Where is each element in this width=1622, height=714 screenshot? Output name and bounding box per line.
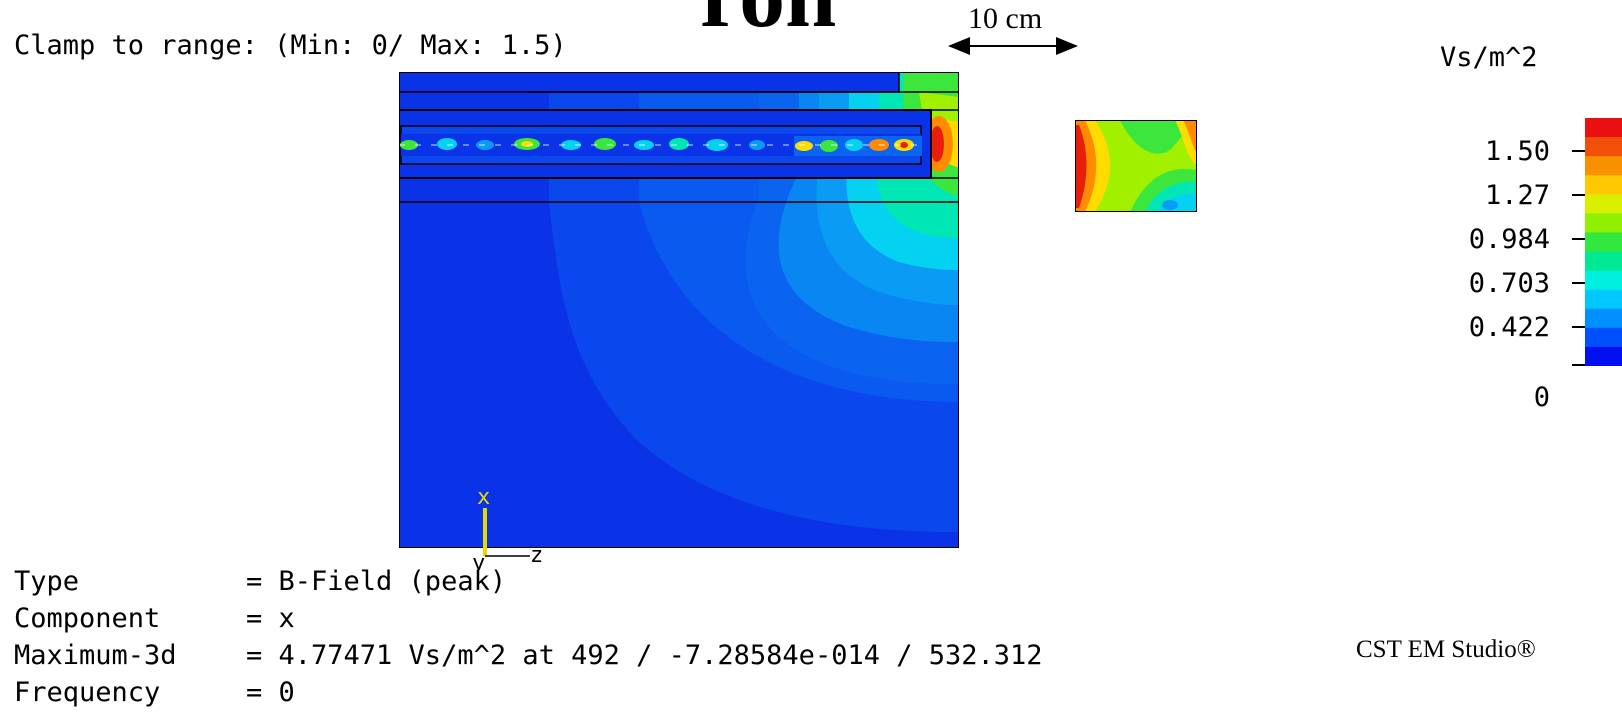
info-row-maximum: Maximum-3d = 4.77471 Vs/m^2 at 492 / -7.2… <box>14 640 1043 677</box>
colorbar-band <box>1585 137 1622 157</box>
info-row-frequency: Frequency = 0 <box>14 677 1043 714</box>
colorbar-band <box>1585 118 1622 138</box>
page-title-fragment: ron <box>700 0 836 48</box>
axis-triad: x y z <box>472 490 543 570</box>
type-value: = B-Field (peak) <box>246 566 507 597</box>
colorbar-unit-label: Vs/m^2 <box>1440 42 1538 73</box>
colorbar-gradient <box>1585 118 1622 367</box>
colorbar-band <box>1585 270 1622 291</box>
field-plot-inset <box>1075 120 1197 212</box>
colorbar-band <box>1585 308 1622 329</box>
frequency-value: = 0 <box>246 677 295 708</box>
field-plot-main <box>399 72 959 548</box>
clamp-range-text: Clamp to range: (Min: 0/ Max: 1.5) <box>14 30 567 61</box>
colorbar-band <box>1585 289 1622 310</box>
colorbar-band <box>1585 213 1622 233</box>
colorbar-band <box>1585 175 1622 195</box>
component-label: Component <box>14 603 161 634</box>
type-label: Type <box>14 566 80 597</box>
brand-label: CST EM Studio® <box>1356 636 1536 663</box>
info-block: Type = B-Field (peak) Component = x Maximu… <box>14 566 1043 714</box>
colorbar-tick-5: 0.422 <box>1468 312 1550 343</box>
colorbar-tick-marks <box>1572 150 1585 366</box>
colorbar <box>1585 118 1622 367</box>
axis-z-label: z <box>530 543 543 568</box>
colorbar-band <box>1585 194 1622 214</box>
colorbar-tick-2: 1.27 <box>1484 180 1550 211</box>
colorbar-band <box>1585 251 1622 272</box>
colorbar-band <box>1585 346 1622 367</box>
colorbar-band <box>1585 327 1622 348</box>
maximum-label: Maximum-3d <box>14 640 177 671</box>
colorbar-tick-3: 0.984 <box>1468 224 1550 255</box>
frequency-label: Frequency <box>14 677 161 708</box>
scale-bar-arrow <box>948 37 1078 55</box>
colorbar-tick-6: 0 <box>1533 382 1550 413</box>
scale-bar-label: 10 cm <box>968 2 1043 35</box>
conductor-field-spots <box>399 136 922 156</box>
colorbar-tick-1: 1.50 <box>1484 136 1550 167</box>
info-row-component: Component = x <box>14 603 1043 640</box>
axis-y-label: y <box>472 551 485 570</box>
component-value: = x <box>246 603 295 634</box>
colorbar-band <box>1585 156 1622 176</box>
colorbar-tick-4: 0.703 <box>1468 268 1550 299</box>
colorbar-band <box>1585 232 1622 253</box>
axis-x-label: x <box>477 490 490 510</box>
maximum-value: = 4.77471 Vs/m^2 at 492 / -7.28584e-014 … <box>246 640 1043 671</box>
info-row-type: Type = B-Field (peak) <box>14 566 1043 603</box>
